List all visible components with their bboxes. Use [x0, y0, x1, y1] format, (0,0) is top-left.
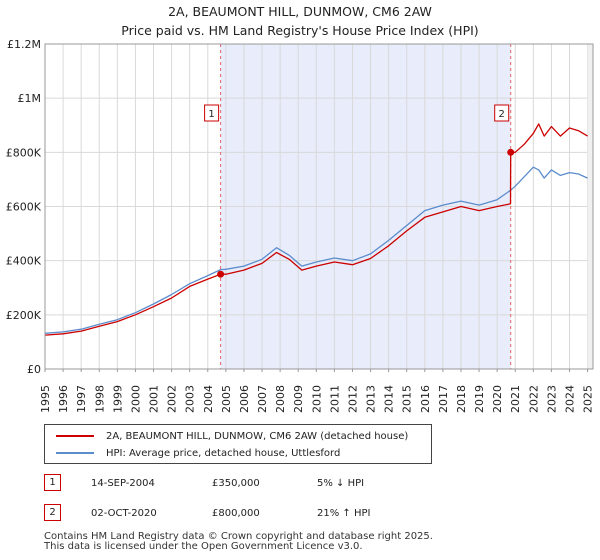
x-tick-label: 2004 — [202, 385, 215, 413]
transaction-date: 02-OCT-2020 — [91, 507, 157, 519]
x-tick-label: 1998 — [93, 385, 106, 413]
footer-line1: Contains HM Land Registry data © Crown c… — [44, 531, 433, 542]
y-tick-label: £1.2M — [7, 38, 41, 51]
transaction-price: £350,000 — [212, 477, 260, 489]
x-tick-label: 2001 — [148, 385, 161, 413]
sale-number-box — [494, 104, 510, 122]
legend-swatch-property — [56, 435, 94, 437]
x-tick-label: 2023 — [545, 385, 558, 413]
transaction-price: £800,000 — [212, 507, 260, 519]
transaction-date: 14-SEP-2004 — [91, 477, 155, 489]
x-tick-label: 2006 — [238, 385, 251, 413]
y-tick-label: £800K — [6, 146, 42, 159]
x-tick-label: 2019 — [473, 385, 486, 413]
x-tick-label: 2022 — [527, 385, 540, 413]
chart-title: 2A, BEAUMONT HILL, DUNMOW, CM6 2AW Price… — [0, 2, 600, 40]
y-tick-label: £0 — [27, 363, 41, 376]
x-tick-label: 2005 — [220, 385, 233, 413]
legend-label-hpi: HPI: Average price, detached house, Uttl… — [106, 447, 341, 459]
x-tick-label: 2012 — [346, 385, 359, 413]
property-price-line — [44, 123, 588, 336]
x-tick-label: 2015 — [401, 385, 414, 413]
x-tick-label: 2014 — [383, 385, 396, 413]
x-tick-label: 2021 — [509, 385, 522, 413]
x-tick-label: 2018 — [455, 385, 468, 413]
x-tick-label: 1999 — [111, 385, 124, 413]
footer-line2: This data is licensed under the Open Gov… — [44, 541, 363, 552]
transaction-number-badge: 2 — [44, 504, 61, 521]
x-tick-label: 2011 — [328, 385, 341, 413]
sale-number-label: 1 — [208, 109, 214, 120]
x-tick-label: 1997 — [75, 385, 88, 413]
footer-attribution: Contains HM Land Registry data © Crown c… — [44, 532, 433, 552]
sale-number-label: 2 — [499, 109, 505, 120]
x-tick-label: 2007 — [256, 385, 269, 413]
x-tick-label: 2000 — [129, 385, 142, 413]
legend: 2A, BEAUMONT HILL, DUNMOW, CM6 2AW (deta… — [44, 424, 432, 464]
x-tick-label: 2020 — [491, 385, 504, 413]
x-tick-label: 2024 — [563, 385, 576, 413]
plot-frame — [44, 43, 594, 370]
y-tick-label: £200K — [6, 309, 42, 322]
y-tick-label: £600K — [6, 201, 42, 214]
x-tick-label: 2016 — [419, 385, 432, 413]
x-tick-label: 2017 — [437, 385, 450, 413]
sale-number-box — [204, 104, 220, 122]
chart-title-line1: 2A, BEAUMONT HILL, DUNMOW, CM6 2AW — [168, 4, 432, 19]
legend-item-hpi: HPI: Average price, detached house, Uttl… — [45, 445, 340, 461]
x-tick-label: 2025 — [582, 385, 595, 413]
x-tick-label: 2013 — [365, 385, 378, 413]
x-tick-label: 1996 — [57, 385, 70, 413]
sale-point — [217, 270, 225, 278]
y-tick-label: £1M — [18, 92, 42, 105]
x-tick-label: 2008 — [274, 385, 287, 413]
x-tick-label: 1995 — [39, 385, 52, 413]
x-tick-label: 2003 — [184, 385, 197, 413]
transaction-number-badge: 1 — [44, 474, 61, 491]
transaction-hpi-delta: 5% ↓ HPI — [317, 477, 365, 489]
transaction-hpi-delta: 21% ↑ HPI — [317, 507, 371, 519]
sale-point — [507, 148, 515, 156]
legend-label-property: 2A, BEAUMONT HILL, DUNMOW, CM6 2AW (deta… — [106, 430, 409, 442]
legend-swatch-hpi — [56, 452, 94, 454]
x-tick-label: 2002 — [166, 385, 179, 413]
chart-title-line2: Price paid vs. HM Land Registry's House … — [121, 23, 479, 38]
x-tick-label: 2010 — [310, 385, 323, 413]
y-tick-label: £400K — [6, 255, 42, 268]
future-hatch-region — [587, 44, 593, 369]
hpi-line — [44, 166, 588, 334]
legend-item-property: 2A, BEAUMONT HILL, DUNMOW, CM6 2AW (deta… — [45, 428, 408, 444]
x-tick-label: 2009 — [292, 385, 305, 413]
price-chart: 1 2 £0 £200K £400K £600K £800K £1M £1.2M 1995 1996… — [6, 38, 595, 413]
